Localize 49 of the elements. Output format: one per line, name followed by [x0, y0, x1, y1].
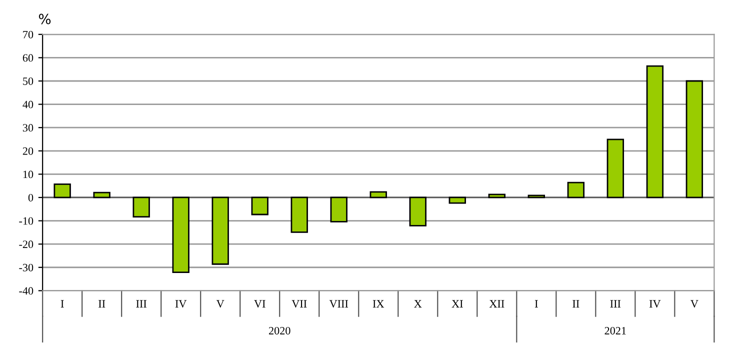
x-tick-label: I [60, 300, 64, 308]
x-tick-label: XI [452, 300, 463, 308]
bar [567, 182, 585, 198]
bar [528, 194, 545, 198]
bar [646, 65, 664, 198]
bar [54, 184, 71, 198]
bar [132, 196, 150, 218]
y-tick-label: 30 [22, 124, 34, 132]
x-tick-label: I [534, 300, 538, 308]
bar [488, 194, 506, 198]
bar [93, 192, 110, 198]
bar [370, 191, 387, 198]
y-tick-label: -40 [19, 287, 34, 295]
y-tick-label: 0 [28, 194, 34, 202]
y-axis-title: % [38, 14, 51, 24]
y-tick-label: -10 [19, 217, 34, 225]
x-tick-label: III [610, 300, 621, 308]
x-tick-label: IV [175, 300, 187, 308]
x-tick-label: XII [489, 300, 504, 308]
text: 2021 [604, 326, 626, 334]
x-tick-label: VII [292, 300, 307, 308]
x-tick-label: VI [254, 300, 266, 308]
bar [251, 196, 268, 216]
y-tick-label: 70 [23, 30, 34, 38]
y-tick-label: -20 [19, 240, 34, 248]
y-tick-label: 20 [22, 147, 34, 155]
x-tick-label: III [136, 300, 146, 308]
bar [172, 196, 190, 273]
y-tick-label: 50 [23, 77, 34, 85]
bar [409, 196, 426, 226]
x-tick-label: VIII [329, 300, 348, 308]
x-tick-label: II [572, 300, 580, 308]
y-tick-label: 40 [22, 100, 34, 108]
bar [330, 196, 348, 222]
bar [448, 196, 466, 204]
x-tick-label: V [216, 300, 224, 308]
x-tick-label: X [414, 300, 422, 308]
x-tick-label: IV [649, 300, 661, 308]
bar [290, 196, 308, 233]
y-tick-label: 10 [23, 170, 34, 178]
x-tick-label: IX [372, 300, 384, 308]
bar [606, 138, 624, 198]
x-tick-label: II [98, 300, 106, 308]
x-tick-label: V [690, 300, 698, 308]
y-tick-label: 60 [22, 54, 34, 62]
y-tick-label: -30 [19, 264, 34, 272]
bar [686, 80, 704, 198]
text: 2020 [268, 326, 290, 334]
bar [212, 196, 229, 265]
